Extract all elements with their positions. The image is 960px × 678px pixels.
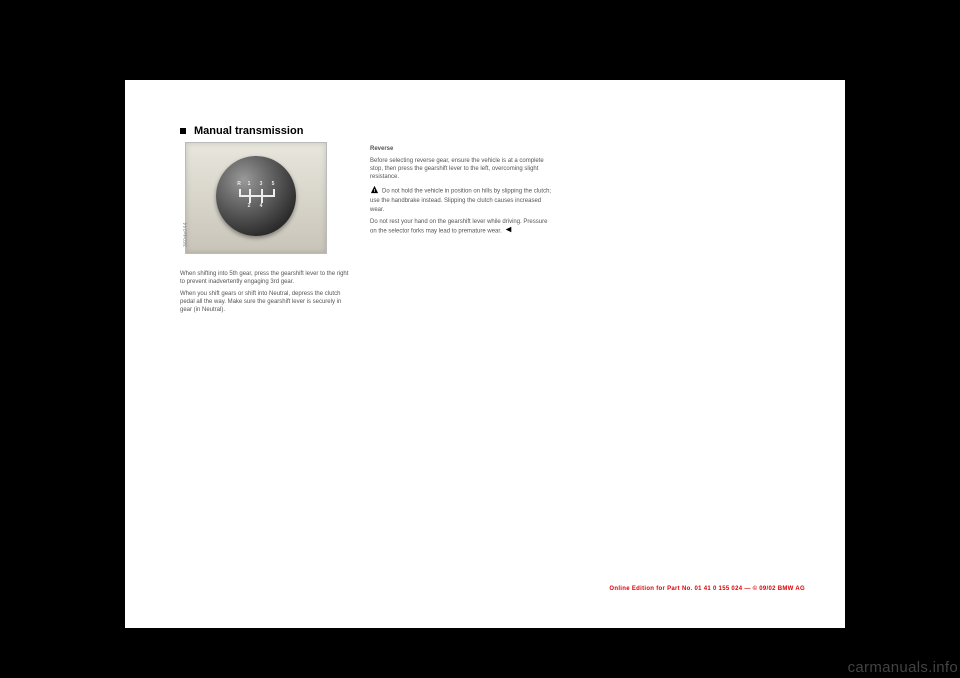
text-columns: When shifting into 5th gear, press the g… (180, 140, 815, 568)
page-title: Manual transmission (194, 125, 303, 137)
page-inner: Manual transmission R 1 3 5 2 4 360d (125, 80, 845, 628)
warning-text: Do not hold the vehicle in position on h… (370, 189, 551, 213)
column-2: Reverse Before selecting reverse gear, e… (370, 145, 555, 240)
warning-text: Do not rest your hand on the gearshift l… (370, 219, 547, 235)
reverse-heading: Reverse (370, 145, 555, 153)
end-marker-icon (505, 226, 512, 236)
heading-row: Manual transmission (180, 125, 303, 137)
footer-edition-note: Online Edition for Part No. 01 41 0 155 … (609, 586, 805, 592)
manual-page: Manual transmission R 1 3 5 2 4 360d (125, 80, 845, 628)
warning-triangle-icon: ! (370, 185, 379, 197)
paragraph: Before selecting reverse gear, ensure th… (370, 157, 555, 181)
warning-paragraph: ! Do not hold the vehicle in position on… (370, 185, 555, 213)
warning-paragraph: Do not rest your hand on the gearshift l… (370, 218, 555, 236)
paragraph: When shifting into 5th gear, press the g… (180, 270, 350, 286)
paragraph: When you shift gears or shift into Neutr… (180, 290, 350, 314)
column-1: When shifting into 5th gear, press the g… (180, 270, 350, 318)
heading-bullet-icon (180, 128, 186, 134)
source-watermark: carmanuals.info (848, 659, 958, 676)
